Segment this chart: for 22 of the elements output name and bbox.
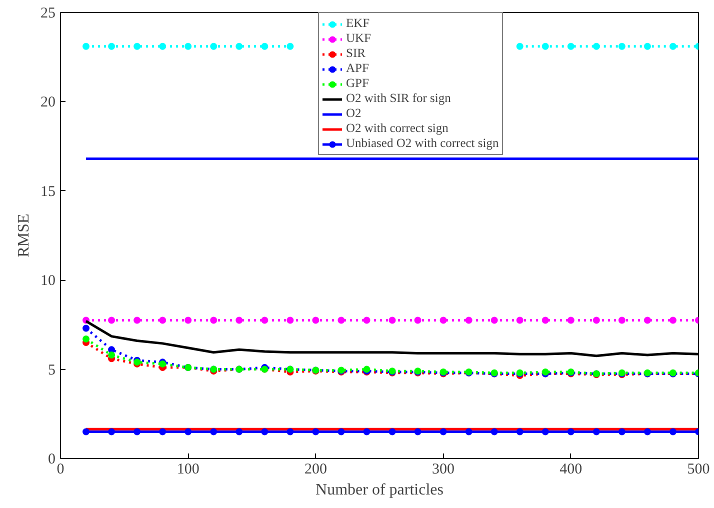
y-tick-label: 10 xyxy=(40,273,56,290)
y-tick-label: 20 xyxy=(40,94,56,111)
legend-label: Unbiased O2 with correct sign xyxy=(346,136,499,151)
legend-label: O2 with SIR for sign xyxy=(346,91,451,106)
legend-label: APF xyxy=(346,61,369,76)
x-tick-label: 400 xyxy=(560,462,582,478)
y-tick-label: 5 xyxy=(48,362,56,378)
legend-label: GPF xyxy=(346,76,369,91)
x-tick-label: 200 xyxy=(304,462,327,478)
y-axis-title: RMSE xyxy=(16,214,32,258)
legend-label: EKF xyxy=(346,16,370,31)
x-tick-label: 500 xyxy=(687,462,710,478)
legend-label: UKF xyxy=(346,31,372,46)
y-tick-label: 25 xyxy=(40,6,56,22)
legend-label: O2 xyxy=(346,106,362,121)
legend-label: SIR xyxy=(346,46,366,61)
x-tick-label: 100 xyxy=(176,462,200,478)
x-axis-title: Number of particles xyxy=(316,482,444,498)
legend-label: O2 with correct sign xyxy=(346,121,448,136)
x-tick-label: 300 xyxy=(432,462,455,478)
y-tick-label: 0 xyxy=(48,452,56,468)
y-tick-label: 15 xyxy=(40,184,56,200)
